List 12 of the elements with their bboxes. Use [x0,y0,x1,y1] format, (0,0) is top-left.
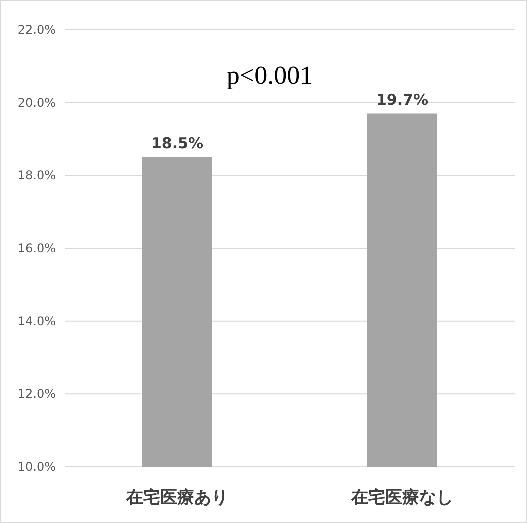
y-tick-label: 12.0% [18,387,56,402]
y-tick-label: 10.0% [18,460,56,474]
data-label: 19.7% [376,90,429,109]
y-tick-label: 18.0% [18,168,56,183]
y-tick-label: 14.0% [18,314,56,328]
y-tick-label: 22.0% [18,23,56,37]
annotation: p<0.001 [226,61,314,90]
y-tick-label: 16.0% [18,242,56,256]
x-tick-label: 在宅医療あり [126,488,228,508]
x-tick-label: 在宅医療なし [350,488,454,508]
data-label: 18.5% [151,134,204,152]
y-tick-label: 20.0% [18,96,56,110]
